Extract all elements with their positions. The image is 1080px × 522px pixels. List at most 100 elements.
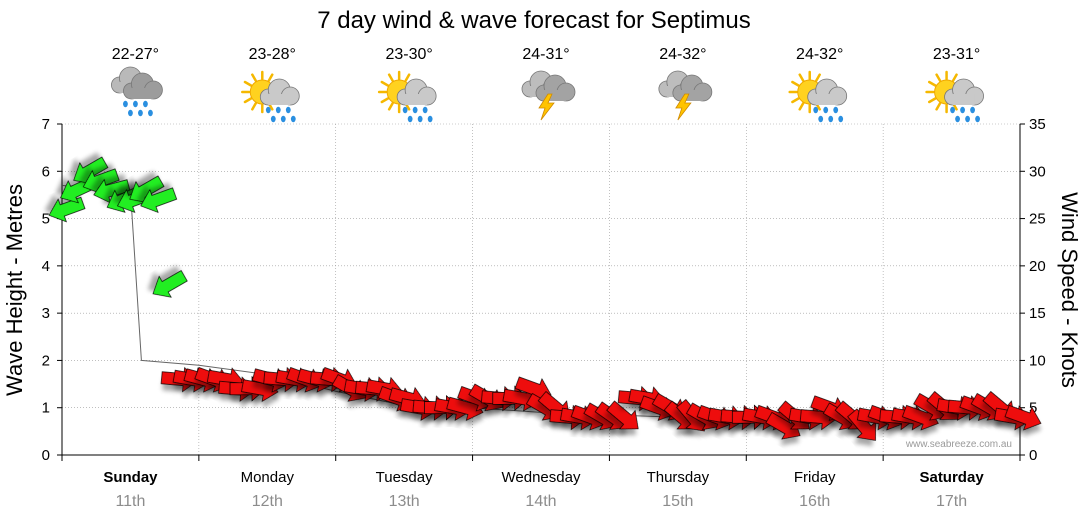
right-tick-label: 15 [1029, 305, 1046, 322]
cloud-base [268, 94, 291, 105]
cloud-base [815, 94, 838, 105]
sun-ray [798, 73, 805, 82]
lightning-bolt [675, 93, 692, 121]
rain-drop [818, 115, 824, 123]
cloud-base [405, 94, 428, 105]
sun-ray [791, 80, 800, 87]
sun-ray [243, 80, 253, 87]
temperature-label: 24-32° [796, 46, 843, 63]
cloud-shape [259, 78, 300, 106]
rain-drop [128, 109, 133, 117]
grid [61, 123, 1021, 456]
lightning-bolt [538, 93, 555, 121]
x-axis: Sunday 11th Monday 12th Tuesday 13th Wednesday… [61, 455, 1021, 510]
rain-drops [123, 100, 153, 117]
wind-arrow [1004, 404, 1042, 431]
sun-ray [814, 73, 821, 82]
day-headers: 22-27° 23-28° 23-30° 24-31° 24-32° 24-32° 23-3… [111, 46, 984, 123]
right-tick-label: 25 [1029, 211, 1046, 228]
rain-drop [960, 106, 965, 114]
right-axis-title: Wind Speed - Knots [1057, 192, 1080, 388]
sun-ray [243, 97, 253, 104]
rain-drop [407, 115, 413, 123]
day-label: Wednesday [502, 469, 581, 486]
right-tick-label: 5 [1029, 400, 1037, 417]
sun-ray [791, 97, 800, 104]
cloud-base [131, 88, 154, 99]
day-label: Saturday [919, 469, 984, 486]
rain-drop [975, 115, 980, 123]
temperature-label: 23-30° [385, 46, 432, 63]
rain-drop [270, 115, 276, 123]
left-tick-label: 2 [42, 352, 50, 369]
rain-drops [950, 106, 980, 123]
date-label: 16th [799, 493, 830, 510]
sun-rain-icon [925, 70, 984, 123]
rain-drops [402, 106, 433, 123]
sun-ray [935, 102, 942, 111]
rain-drop [828, 115, 834, 123]
sun-ray [267, 73, 274, 82]
wind-arrow [140, 187, 178, 213]
cloud-shape [535, 74, 576, 102]
rain-drop [285, 106, 291, 114]
date-label: 17th [936, 493, 967, 510]
rain-drop [290, 115, 296, 123]
date-label: 11th [115, 493, 145, 510]
sun-rain-icon [377, 70, 437, 123]
cloud-shape [807, 78, 848, 106]
rain-drop [123, 100, 128, 108]
rain-drops [813, 106, 844, 123]
right-tick-label: 0 [1029, 447, 1037, 464]
rain-drop [280, 115, 286, 123]
rain-drop [412, 106, 418, 114]
right-tick-label: 10 [1029, 352, 1046, 369]
temperature-label: 23-31° [933, 46, 980, 63]
sun-ray [951, 73, 958, 82]
sun-ray [387, 102, 394, 111]
rain-drop [823, 106, 829, 114]
cloud-shape [123, 72, 163, 100]
rain-drop [970, 106, 975, 114]
date-label: 13th [389, 493, 420, 510]
rain-drops [265, 106, 296, 123]
rain-drop [275, 106, 281, 114]
sun-ray [251, 73, 258, 82]
left-tick-label: 3 [42, 305, 50, 322]
day-label: Sunday [103, 469, 158, 486]
left-tick-label: 7 [42, 116, 50, 133]
sun-rain-icon [788, 70, 848, 123]
left-axis: 0 1 2 3 4 5 6 7 [42, 116, 62, 464]
temperature-label: 24-31° [522, 46, 569, 63]
left-tick-label: 6 [42, 163, 50, 180]
storm-icon [521, 70, 576, 121]
day-label: Monday [241, 469, 295, 486]
left-axis-title: Wave Height - Metres [2, 184, 27, 396]
left-tick-label: 0 [42, 447, 50, 464]
rain-drop [955, 115, 960, 123]
temperature-label: 22-27° [112, 46, 159, 63]
sun-ray [404, 73, 411, 82]
sun-ray [798, 102, 805, 111]
cloud-shape [396, 78, 437, 106]
rain-drop [143, 100, 148, 108]
rain-cloud-icon [111, 66, 163, 117]
wind-arrows [48, 156, 1042, 441]
rain-drop [950, 106, 955, 114]
right-tick-label: 30 [1029, 163, 1046, 180]
chart-title: 7 day wind & wave forecast for Septimus [317, 7, 751, 34]
rain-drop [422, 106, 428, 114]
rain-drop [265, 106, 271, 114]
credit-text: www.seabreeze.com.au [905, 439, 1012, 450]
cloud-base [544, 90, 566, 101]
rain-drop [417, 115, 423, 123]
left-tick-label: 5 [42, 211, 50, 228]
sun-ray [380, 97, 390, 104]
day-label: Friday [794, 469, 836, 486]
temperature-label: 23-28° [249, 46, 296, 63]
sun-ray [935, 73, 942, 82]
wind-arrow [606, 400, 639, 430]
sun-ray [928, 97, 937, 104]
sun-ray [928, 80, 937, 87]
rain-drop [402, 106, 408, 114]
